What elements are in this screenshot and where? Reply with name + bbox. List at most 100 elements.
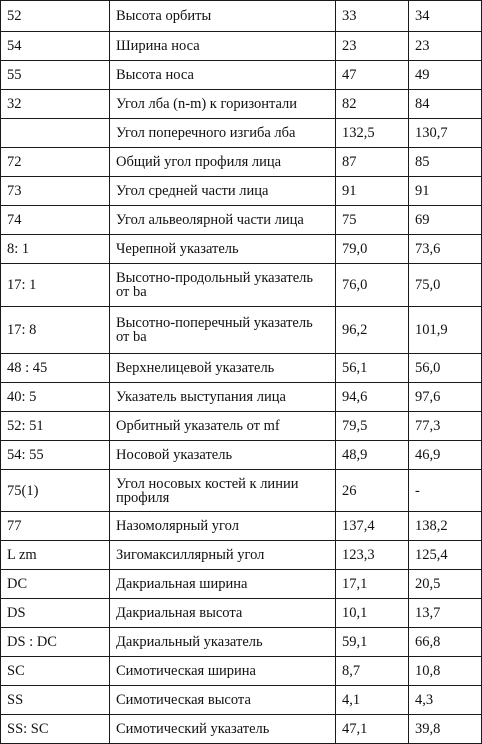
measure-value-2: 13,7: [408, 598, 482, 628]
measure-name: Высота орбиты: [109, 0, 336, 32]
measure-name: Высотно-поперечный указатель от ba: [109, 306, 336, 354]
measure-name: Общий угол профиля лица: [109, 147, 336, 177]
measure-value-1: 123,3: [335, 540, 409, 570]
measure-name: Носовой указатель: [109, 440, 336, 470]
measure-name: Симотическая высота: [109, 685, 336, 715]
measure-value-2: 66,8: [408, 627, 482, 657]
table-row: 48 : 45 Верхнелицевой указатель 56,1 56,…: [0, 353, 482, 383]
table-row: DS : DC Дакриальный указатель 59,1 66,8: [0, 627, 482, 657]
measure-value-1: 33: [335, 0, 409, 32]
measure-value-1: 75: [335, 205, 409, 235]
measure-code: 54: 55: [0, 440, 110, 470]
measure-code: 17: 1: [0, 263, 110, 307]
measure-value-1: 96,2: [335, 306, 409, 354]
table-row: SS: SC Симотический указатель 47,1 39,8: [0, 714, 482, 744]
measure-code: 17: 8: [0, 306, 110, 354]
measure-name: Зигомаксиллярный угол: [109, 540, 336, 570]
measure-value-1: 10,1: [335, 598, 409, 628]
table-row: 54: 55 Носовой указатель 48,9 46,9: [0, 440, 482, 470]
measure-value-2: 75,0: [408, 263, 482, 307]
table-row: DS Дакриальная высота 10,1 13,7: [0, 598, 482, 628]
table-row: SC Симотическая ширина 8,7 10,8: [0, 656, 482, 686]
measure-value-2: 39,8: [408, 714, 482, 744]
measure-name: Дакриальная высота: [109, 598, 336, 628]
measure-name: Дакриальный указатель: [109, 627, 336, 657]
measure-name: Ширина носа: [109, 31, 336, 61]
measure-code: 32: [0, 89, 110, 119]
measure-code: 54: [0, 31, 110, 61]
measure-value-2: -: [408, 469, 482, 512]
measure-value-2: 49: [408, 60, 482, 90]
measure-value-1: 48,9: [335, 440, 409, 470]
table-row: SS Симотическая высота 4,1 4,3: [0, 685, 482, 715]
measure-value-1: 47: [335, 60, 409, 90]
measure-value-2: 34: [408, 0, 482, 32]
measure-value-2: 138,2: [408, 511, 482, 541]
measure-value-1: 79,5: [335, 411, 409, 441]
measure-value-1: 4,1: [335, 685, 409, 715]
measure-value-1: 8,7: [335, 656, 409, 686]
measure-value-1: 87: [335, 147, 409, 177]
table-row: 8: 1 Черепной указатель 79,0 73,6: [0, 234, 482, 264]
measure-value-1: 132,5: [335, 118, 409, 148]
measure-code: DS : DC: [0, 627, 110, 657]
measure-value-2: 23: [408, 31, 482, 61]
measure-code: 74: [0, 205, 110, 235]
measure-name: Указатель выступания лица: [109, 382, 336, 412]
measure-code: 73: [0, 176, 110, 206]
measure-code: 52: [0, 0, 110, 32]
measure-value-2: 20,5: [408, 569, 482, 599]
measure-value-1: 137,4: [335, 511, 409, 541]
measure-value-2: 69: [408, 205, 482, 235]
measure-value-1: 82: [335, 89, 409, 119]
measure-value-2: 85: [408, 147, 482, 177]
table-row: DC Дакриальная ширина 17,1 20,5: [0, 569, 482, 599]
table-row: 77 Назомолярный угол 137,4 138,2: [0, 511, 482, 541]
measure-value-2: 101,9: [408, 306, 482, 354]
measure-code: DC: [0, 569, 110, 599]
table-row: 40: 5 Указатель выступания лица 94,6 97,…: [0, 382, 482, 412]
table-row: 52: 51 Орбитный указатель от mf 79,5 77,…: [0, 411, 482, 441]
measure-name: Симотическая ширина: [109, 656, 336, 686]
table-row: 75(1) Угол носовых костей к линии профил…: [0, 469, 482, 512]
table-row: 74 Угол альвеолярной части лица 75 69: [0, 205, 482, 235]
measure-code: 72: [0, 147, 110, 177]
measure-value-2: 91: [408, 176, 482, 206]
table-row: 72 Общий угол профиля лица 87 85: [0, 147, 482, 177]
measure-name: Верхнелицевой указатель: [109, 353, 336, 383]
measure-value-2: 84: [408, 89, 482, 119]
measure-code: L zm: [0, 540, 110, 570]
measure-name: Угол лба (n-m) к горизонтали: [109, 89, 336, 119]
measure-code: DS: [0, 598, 110, 628]
measure-value-2: 10,8: [408, 656, 482, 686]
measure-value-2: 130,7: [408, 118, 482, 148]
table-row: 52 Высота орбиты 33 34: [0, 0, 482, 32]
measure-value-1: 17,1: [335, 569, 409, 599]
measure-code: 55: [0, 60, 110, 90]
measure-name: Высотно-продольный указатель от ba: [109, 263, 336, 307]
measure-value-1: 76,0: [335, 263, 409, 307]
measure-name: Угол поперечного изгиба лба: [109, 118, 336, 148]
table-row: 17: 1 Высотно-продольный указатель от ba…: [0, 263, 482, 307]
table-row: 54 Ширина носа 23 23: [0, 31, 482, 61]
measure-code: [0, 118, 110, 148]
measure-value-1: 91: [335, 176, 409, 206]
table-row: 55 Высота носа 47 49: [0, 60, 482, 90]
table-row: Угол поперечного изгиба лба 132,5 130,7: [0, 118, 482, 148]
measure-name: Орбитный указатель от mf: [109, 411, 336, 441]
measure-value-1: 56,1: [335, 353, 409, 383]
measure-code: SC: [0, 656, 110, 686]
measure-name: Дакриальная ширина: [109, 569, 336, 599]
measure-code: 75(1): [0, 469, 110, 512]
measure-name: Черепной указатель: [109, 234, 336, 264]
measure-code: SS: [0, 685, 110, 715]
measure-code: 48 : 45: [0, 353, 110, 383]
measure-value-2: 46,9: [408, 440, 482, 470]
measure-name: Назомолярный угол: [109, 511, 336, 541]
measure-value-2: 77,3: [408, 411, 482, 441]
measure-value-2: 73,6: [408, 234, 482, 264]
table-row: 73 Угол средней части лица 91 91: [0, 176, 482, 206]
measure-name: Симотический указатель: [109, 714, 336, 744]
measure-code: 52: 51: [0, 411, 110, 441]
